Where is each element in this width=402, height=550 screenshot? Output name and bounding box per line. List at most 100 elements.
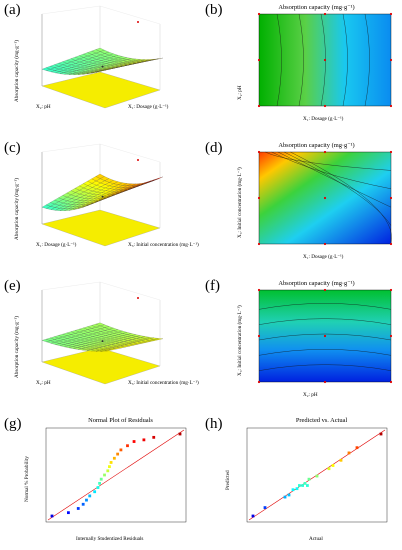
- contour-floor: [41, 209, 161, 247]
- data-point: [99, 477, 103, 481]
- design-point: [323, 288, 327, 292]
- data-point: [347, 451, 351, 455]
- panel-title: Absorption capacity (mg·g⁻¹): [278, 4, 355, 11]
- panel-title: Predicted vs. Actual: [295, 417, 348, 424]
- panel-label: (h): [205, 416, 223, 432]
- design-point: [389, 242, 393, 246]
- x-axis-label: X₁: Dosage (g·L⁻¹): [36, 242, 77, 248]
- panel-g: (g) Normal Plot of Residuals Internally St…: [0, 414, 201, 548]
- panel-e: (e) Absorption capacity (mg·g⁻¹) X₂: pH X₃:…: [0, 276, 201, 410]
- panel-b: (b) Absorption capacity (mg·g⁻¹) X₁: Dosag…: [201, 0, 402, 134]
- data-point: [88, 494, 92, 498]
- panel-label: (a): [4, 2, 21, 18]
- data-point: [116, 452, 120, 456]
- y-axis-label: X₃: Initial concentration (mg·L⁻¹): [128, 242, 199, 248]
- plot-c: [41, 143, 164, 247]
- design-point: [101, 340, 104, 343]
- center-point: [323, 196, 327, 200]
- data-point: [93, 490, 97, 494]
- data-point: [287, 493, 291, 497]
- design-point: [389, 288, 393, 292]
- center-point: [323, 334, 327, 338]
- plot-g: [45, 427, 187, 523]
- x-axis-label: X₂: pH: [36, 104, 51, 110]
- design-point: [323, 380, 327, 384]
- x-axis-label: Actual: [309, 536, 323, 542]
- x-axis-label: X₁: Dosage (g·L⁻¹): [303, 254, 344, 260]
- design-point: [257, 58, 261, 62]
- design-point: [323, 104, 327, 108]
- data-point: [152, 435, 156, 439]
- design-point: [323, 12, 327, 16]
- reference-line: [47, 429, 185, 521]
- data-point: [301, 484, 304, 487]
- data-point: [251, 514, 255, 518]
- y-axis-label: Predicted: [225, 470, 231, 490]
- center-point: [323, 58, 327, 62]
- plot-f: [257, 288, 393, 384]
- contour-lines: [258, 303, 392, 371]
- z-axis-label: Absorption capacity (mg·g⁻¹): [14, 316, 20, 378]
- panel-label: (e): [4, 278, 21, 294]
- panel-title: Absorption capacity (mg·g⁻¹): [278, 142, 355, 149]
- data-point: [126, 444, 129, 448]
- data-point: [283, 495, 287, 499]
- z-axis-label: Absorption capacity (mg·g⁻¹): [14, 40, 20, 102]
- design-point: [389, 380, 393, 384]
- panel-title: Normal Plot of Residuals: [88, 417, 153, 424]
- design-point: [257, 380, 261, 384]
- data-point: [85, 498, 88, 502]
- data-point: [379, 432, 383, 436]
- data-point: [263, 506, 267, 509]
- data-point: [331, 464, 335, 467]
- x-axis-label: Internally Studentized Residuals: [76, 536, 144, 542]
- design-point: [389, 58, 393, 62]
- data-point: [76, 507, 80, 510]
- design-point: [257, 288, 261, 292]
- panel-label: (d): [205, 140, 223, 156]
- x-axis-label: X₂: pH: [36, 380, 51, 386]
- design-point: [137, 159, 139, 161]
- y-axis-label: X₁: Dosage (g·L⁻¹): [128, 104, 169, 110]
- data-point: [306, 484, 309, 487]
- data-point: [108, 465, 111, 469]
- design-point: [389, 334, 393, 338]
- design-point: [257, 104, 261, 108]
- data-point: [327, 467, 331, 471]
- data-point: [106, 469, 110, 473]
- response-surface: [41, 173, 164, 211]
- plot-a: [41, 5, 164, 109]
- plot-d: [257, 150, 393, 246]
- data-point: [132, 440, 136, 443]
- data-point: [81, 502, 85, 506]
- contour-lines: [265, 151, 392, 245]
- panel-a: (a) Absorption capacity (mg·g⁻¹) X₂: pH X₁:…: [0, 0, 201, 134]
- y-axis-label: X₂: pH: [237, 85, 243, 100]
- data-point: [98, 481, 101, 485]
- z-axis-label: Absorption capacity (mg·g⁻¹): [14, 178, 20, 240]
- design-point: [257, 242, 261, 246]
- data-point: [50, 514, 54, 518]
- data-point: [307, 477, 311, 481]
- panel-label: (b): [205, 2, 223, 18]
- data-point: [315, 474, 319, 478]
- y-axis-label: X₃: Initial concentration (mg·L⁻¹): [237, 305, 243, 376]
- data-point: [142, 438, 146, 442]
- design-point: [389, 104, 393, 108]
- contour-floor: [41, 347, 161, 385]
- design-point: [323, 150, 327, 154]
- data-point: [355, 446, 359, 450]
- design-point: [137, 297, 139, 299]
- panel-c: (c) Absorption capacity (mg·g⁻¹) X₁: Dosag…: [0, 138, 201, 272]
- data-point: [295, 487, 299, 491]
- data-point: [298, 484, 301, 487]
- data-point: [291, 488, 295, 492]
- data-point: [178, 432, 182, 436]
- response-surface: [41, 322, 164, 352]
- design-point: [389, 150, 393, 154]
- x-axis-label: X₂: pH: [303, 392, 318, 398]
- data-point: [339, 458, 343, 462]
- design-point: [257, 12, 261, 16]
- data-point: [112, 456, 116, 460]
- design-point: [257, 196, 261, 200]
